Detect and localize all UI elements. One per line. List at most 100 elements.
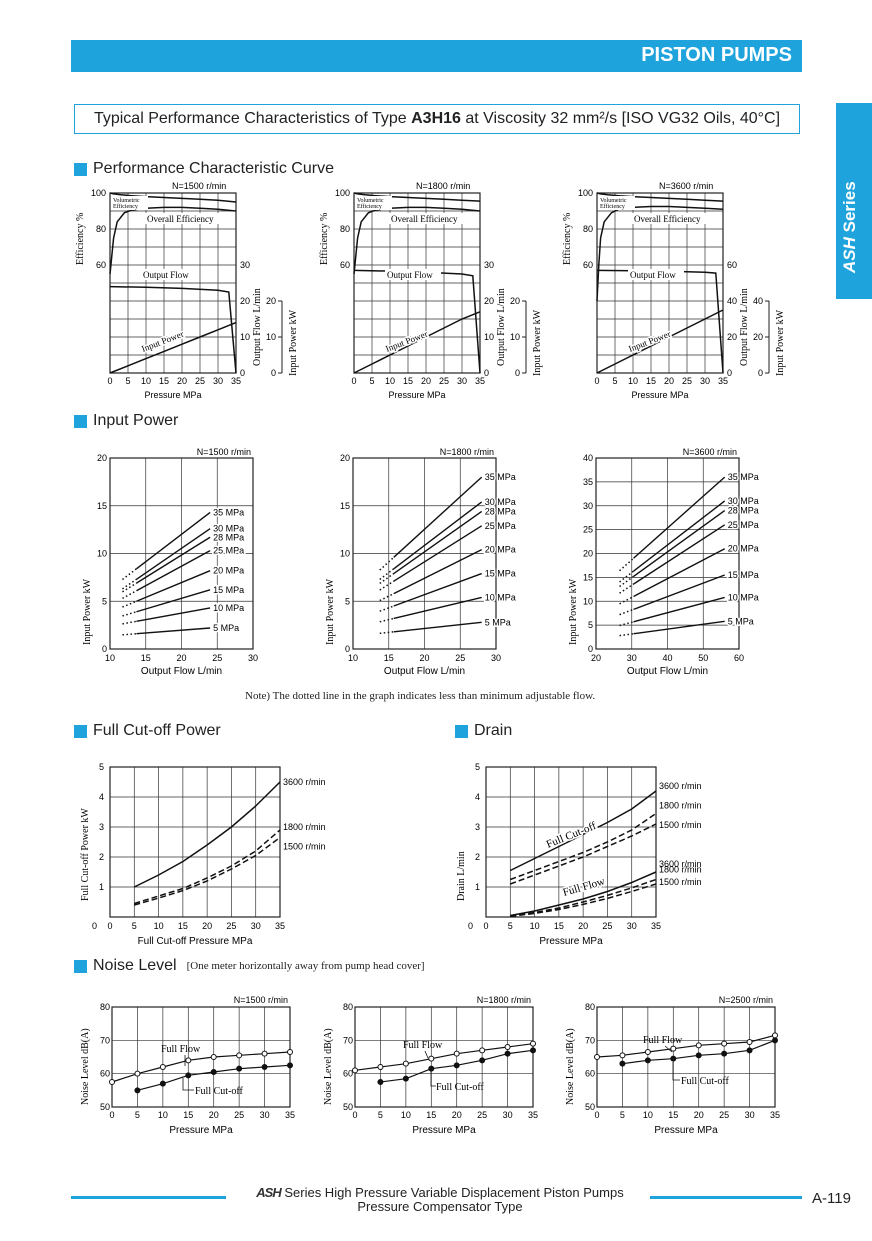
x-axis-label: Pressure MPa	[654, 1125, 718, 1136]
y-tick-label: 70	[343, 1035, 353, 1045]
pressure-label: 15 MPa	[485, 569, 516, 579]
x-tick-label: 25	[195, 376, 205, 386]
x-tick-label: 35	[285, 1110, 295, 1120]
volumetric-efficiency-line	[109, 192, 237, 203]
annotation-volumetric: Volumetric	[600, 198, 627, 204]
section-input-power-title: Input Power	[93, 412, 179, 429]
pressure-label: 25 MPa	[728, 520, 759, 530]
x-tick-label: 0	[107, 376, 112, 386]
drain-series-label: 1800 r/min	[659, 865, 702, 875]
noise-data-point	[644, 1049, 651, 1055]
annotation-overall: Overall Efficiency	[634, 214, 701, 224]
pressure-label: 28 MPa	[728, 506, 759, 516]
x-tick-label: 25	[682, 376, 692, 386]
noise-data-point	[695, 1052, 702, 1059]
cutoff-series-line	[134, 836, 281, 906]
y-tick-label: 50	[343, 1102, 353, 1112]
pressure-label: 5 MPa	[728, 616, 754, 626]
y-axis-label: Input Power kW	[325, 578, 336, 645]
y-tick-label: 10	[97, 549, 107, 559]
annotation-full-cutoff: Full Cut-off	[545, 820, 599, 851]
power-axis-label: Input Power kW	[775, 309, 786, 376]
x-tick-label: 60	[734, 653, 744, 663]
chart-title: N=3600 r/min	[683, 447, 737, 457]
y-tick-label: 20	[583, 549, 593, 559]
x-tick-label: 15	[384, 653, 394, 663]
plot-frame	[109, 192, 237, 374]
pressure-line	[136, 570, 211, 602]
efficiency-axis-label: Efficiency %	[562, 213, 573, 265]
dotted-min-flow-line	[619, 575, 634, 588]
annotation-input-power: Input Power	[384, 329, 429, 354]
y-tick-label: 20	[340, 453, 350, 463]
chart-title: N=1500 r/min	[234, 995, 288, 1005]
full-cutoff-label: Full Cut-off	[195, 1086, 244, 1097]
x-tick-label: 35	[231, 376, 241, 386]
x-tick-label: 25	[212, 653, 222, 663]
annotation-bg	[599, 196, 635, 210]
annotation-bg	[144, 213, 220, 224]
pressure-label-bg: 28 MPa	[728, 506, 759, 516]
x-tick-label: 40	[662, 653, 672, 663]
y-axis-label: Noise Level dB(A)	[80, 1028, 91, 1105]
x-tick-label: 35	[651, 921, 661, 931]
flow-tick-label: 20	[484, 296, 494, 306]
annotation-bg	[628, 269, 684, 280]
noise-data-point	[185, 1072, 192, 1079]
x-tick-label: 20	[209, 1110, 219, 1120]
x-tick-label: 20	[419, 653, 429, 663]
y-tick-label: 4	[475, 792, 480, 802]
section-marker-icon	[74, 414, 87, 428]
chart-title: N=1800 r/min	[416, 181, 470, 191]
dotted-min-flow-line	[122, 600, 137, 608]
subtitle-model: A3H16	[411, 110, 461, 127]
dotted-min-flow-line	[619, 608, 634, 616]
pressure-label: 28 MPa	[213, 532, 244, 542]
pressure-label: 35 MPa	[213, 507, 244, 517]
x-tick-label: 20	[452, 1110, 462, 1120]
output-flow-line	[596, 269, 724, 374]
x-tick-label: 30	[260, 1110, 270, 1120]
cutoff-series-label: 1800 r/min	[283, 822, 326, 832]
dotted-min-flow-line	[379, 617, 394, 623]
pressure-line	[633, 524, 726, 585]
x-tick-label: 25	[439, 376, 449, 386]
noise-series-line	[596, 1034, 776, 1058]
pressure-label: 30 MPa	[485, 497, 516, 507]
noise-data-point	[479, 1047, 486, 1054]
pressure-line	[393, 510, 483, 575]
x-tick-label: 10	[154, 921, 164, 931]
noise-data-point	[261, 1064, 268, 1070]
cutoff-series-line	[134, 829, 281, 905]
annotation-input-power: Input Power	[140, 329, 185, 354]
x-tick-label: 10	[530, 921, 540, 931]
pressure-line	[393, 621, 482, 633]
pressure-label-bg: 15 MPa	[485, 569, 516, 579]
x-tick-label: 30	[248, 653, 258, 663]
footer-rule-right	[650, 1196, 802, 1199]
full-flow-label: Full Flow	[643, 1035, 683, 1046]
noise-data-point	[772, 1032, 778, 1039]
noise-data-point	[695, 1042, 702, 1049]
x-tick-label: 20	[177, 376, 187, 386]
x-axis-label: Output Flow L/min	[384, 666, 465, 677]
y-tick-label: 2	[99, 852, 104, 862]
y-tick-label: 3	[99, 822, 104, 832]
section-drain: Drain	[455, 722, 512, 740]
power-tick-label: 20	[753, 332, 763, 342]
y-axis-label: Input Power kW	[82, 578, 93, 645]
drain-series-label: 1500 r/min	[659, 820, 702, 830]
input-power-chart-ip1: N=1500 r/min 10 15 20 25 30 0 5 10 15 20 Output Flo…	[82, 447, 258, 677]
dotted-min-flow-line	[379, 556, 395, 571]
chart-title: N=1500 r/min	[172, 181, 226, 191]
x-tick-label: 5	[508, 921, 513, 931]
pressure-label-bg: 15 MPa	[728, 570, 759, 580]
x-tick-label: 5	[612, 376, 617, 386]
cutoff-series-label: 1500 r/min	[283, 842, 326, 852]
noise-data-point	[504, 1044, 511, 1050]
y-tick-label: 25	[583, 525, 593, 535]
noise-data-point	[530, 1040, 536, 1047]
annotation-bg	[112, 196, 148, 210]
pressure-line	[136, 627, 211, 635]
pressure-label-bg: 35 MPa	[213, 507, 244, 517]
